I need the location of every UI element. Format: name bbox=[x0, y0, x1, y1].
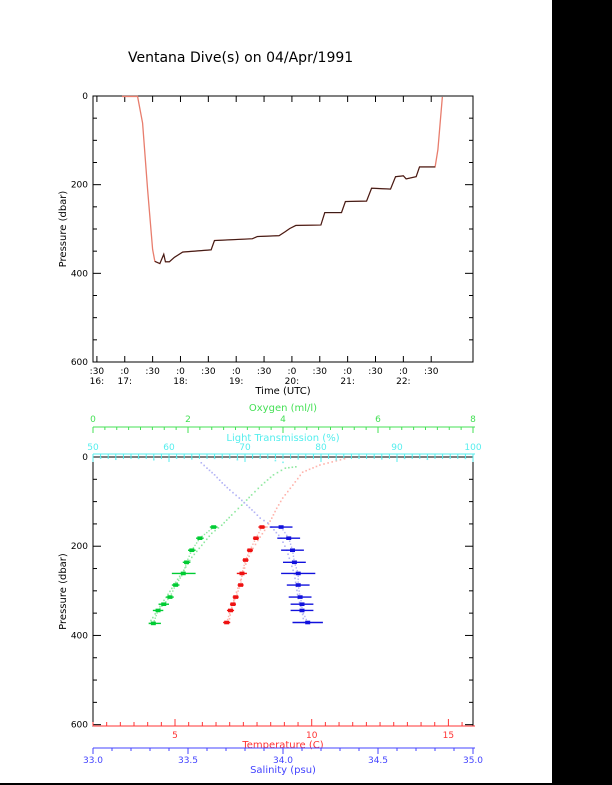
salinity-upcast-stops bbox=[269, 525, 323, 625]
oxygen-axis: 0 2 4 6 8 Oxygen (ml/l) bbox=[90, 403, 476, 433]
temperature-downcast bbox=[228, 457, 346, 624]
time-minute-tick-label: :30 bbox=[368, 367, 383, 377]
pressure-tick-label: 600 bbox=[71, 358, 88, 368]
pressure-tick-label: 0 bbox=[82, 453, 88, 463]
light-transmission-scatter bbox=[99, 457, 467, 464]
time-minute-tick-label: :30 bbox=[145, 367, 160, 377]
right-black-border bbox=[552, 0, 612, 785]
time-minute-tick-label: :0 bbox=[232, 367, 241, 377]
salinity-tick-label: 33.0 bbox=[83, 756, 103, 766]
light-tick-label: 70 bbox=[239, 443, 251, 453]
time-minute-tick-label: :30 bbox=[90, 367, 105, 377]
time-hour-tick-label: 21: bbox=[340, 377, 354, 387]
bottom-black-border bbox=[0, 783, 612, 785]
time-axis-title: Time (UTC) bbox=[254, 386, 310, 397]
light-tick-label: 80 bbox=[315, 443, 327, 453]
salinity-axis-title: Salinity (psu) bbox=[250, 765, 316, 776]
time-minute-tick-label: :30 bbox=[313, 367, 328, 377]
temperature-axis: 5 10 15 Temperature (C) bbox=[92, 719, 475, 751]
salinity-tick-label: 34.5 bbox=[368, 756, 388, 766]
oxygen-tick-label: 4 bbox=[280, 415, 286, 425]
temperature-tick-label: 5 bbox=[172, 731, 178, 741]
pressure-tick-label: 200 bbox=[71, 542, 88, 552]
pressure-tick-label: 200 bbox=[71, 181, 88, 191]
time-minute-tick-label: :0 bbox=[288, 367, 297, 377]
time-minute-tick-label: :0 bbox=[399, 367, 408, 377]
temperature-upcast-stops bbox=[223, 525, 266, 625]
light-tick-label: 90 bbox=[391, 443, 403, 453]
oxygen-tick-label: 0 bbox=[90, 415, 96, 425]
salinity-tick-label: 35.0 bbox=[463, 756, 483, 766]
time-minute-tick-label: :0 bbox=[176, 367, 185, 377]
time-minute-tick-label: :30 bbox=[424, 367, 439, 377]
oxygen-tick-label: 6 bbox=[375, 415, 381, 425]
oxygen-downcast bbox=[148, 466, 297, 625]
oxygen-upcast-stops bbox=[149, 525, 218, 626]
pressure-axis-title: Pressure (dbar) bbox=[58, 553, 69, 630]
pressure-tick-label: 400 bbox=[71, 631, 88, 641]
time-hour-tick-label: 20: bbox=[285, 377, 299, 387]
time-minute-tick-label: :0 bbox=[120, 367, 129, 377]
light-axis: 50 60 70 80 90 100 Light Transmission (%) bbox=[87, 433, 482, 462]
pressure-tick-label: 600 bbox=[71, 721, 88, 731]
light-axis-title: Light Transmission (%) bbox=[226, 433, 339, 444]
light-tick-label: 100 bbox=[464, 443, 481, 453]
time-hour-tick-label: 19: bbox=[229, 377, 243, 387]
salinity-downcast bbox=[200, 461, 305, 624]
depth-time-plot: 0200400600:3016::017::30:018::30:019::30… bbox=[58, 92, 474, 397]
time-hour-tick-label: 17: bbox=[118, 377, 132, 387]
time-minute-tick-label: :30 bbox=[257, 367, 272, 377]
time-hour-tick-label: 18: bbox=[173, 377, 187, 387]
salinity-tick-label: 34.0 bbox=[273, 756, 293, 766]
pressure-axis-title: Pressure (dbar) bbox=[58, 191, 69, 268]
time-hour-tick-label: 22: bbox=[396, 377, 410, 387]
salinity-axis: 33.0 33.5 34.0 34.5 35.0 Salinity (psu) bbox=[83, 747, 483, 776]
time-minute-tick-label: :0 bbox=[343, 367, 352, 377]
time-hour-tick-label: 16: bbox=[90, 377, 104, 387]
oxygen-tick-label: 8 bbox=[470, 415, 476, 425]
figure-title: Ventana Dive(s) on 04/Apr/1991 bbox=[128, 50, 354, 66]
temperature-tick-label: 15 bbox=[443, 731, 454, 741]
temperature-tick-label: 10 bbox=[306, 731, 318, 741]
temperature-axis-title: Temperature (C) bbox=[241, 740, 323, 751]
oxygen-tick-label: 2 bbox=[185, 415, 191, 425]
pressure-tick-label: 0 bbox=[82, 92, 88, 102]
light-tick-label: 60 bbox=[163, 443, 175, 453]
oxygen-axis-title: Oxygen (ml/l) bbox=[249, 403, 317, 414]
profile-plot: 0 200 400 600 Pressure (dbar) 0 2 4 6 8 Oxygen (ml… bbox=[58, 403, 483, 776]
time-minute-tick-label: :30 bbox=[201, 367, 216, 377]
pressure-tick-label: 400 bbox=[71, 269, 88, 279]
salinity-tick-label: 33.5 bbox=[178, 756, 198, 766]
light-tick-label: 50 bbox=[87, 443, 99, 453]
